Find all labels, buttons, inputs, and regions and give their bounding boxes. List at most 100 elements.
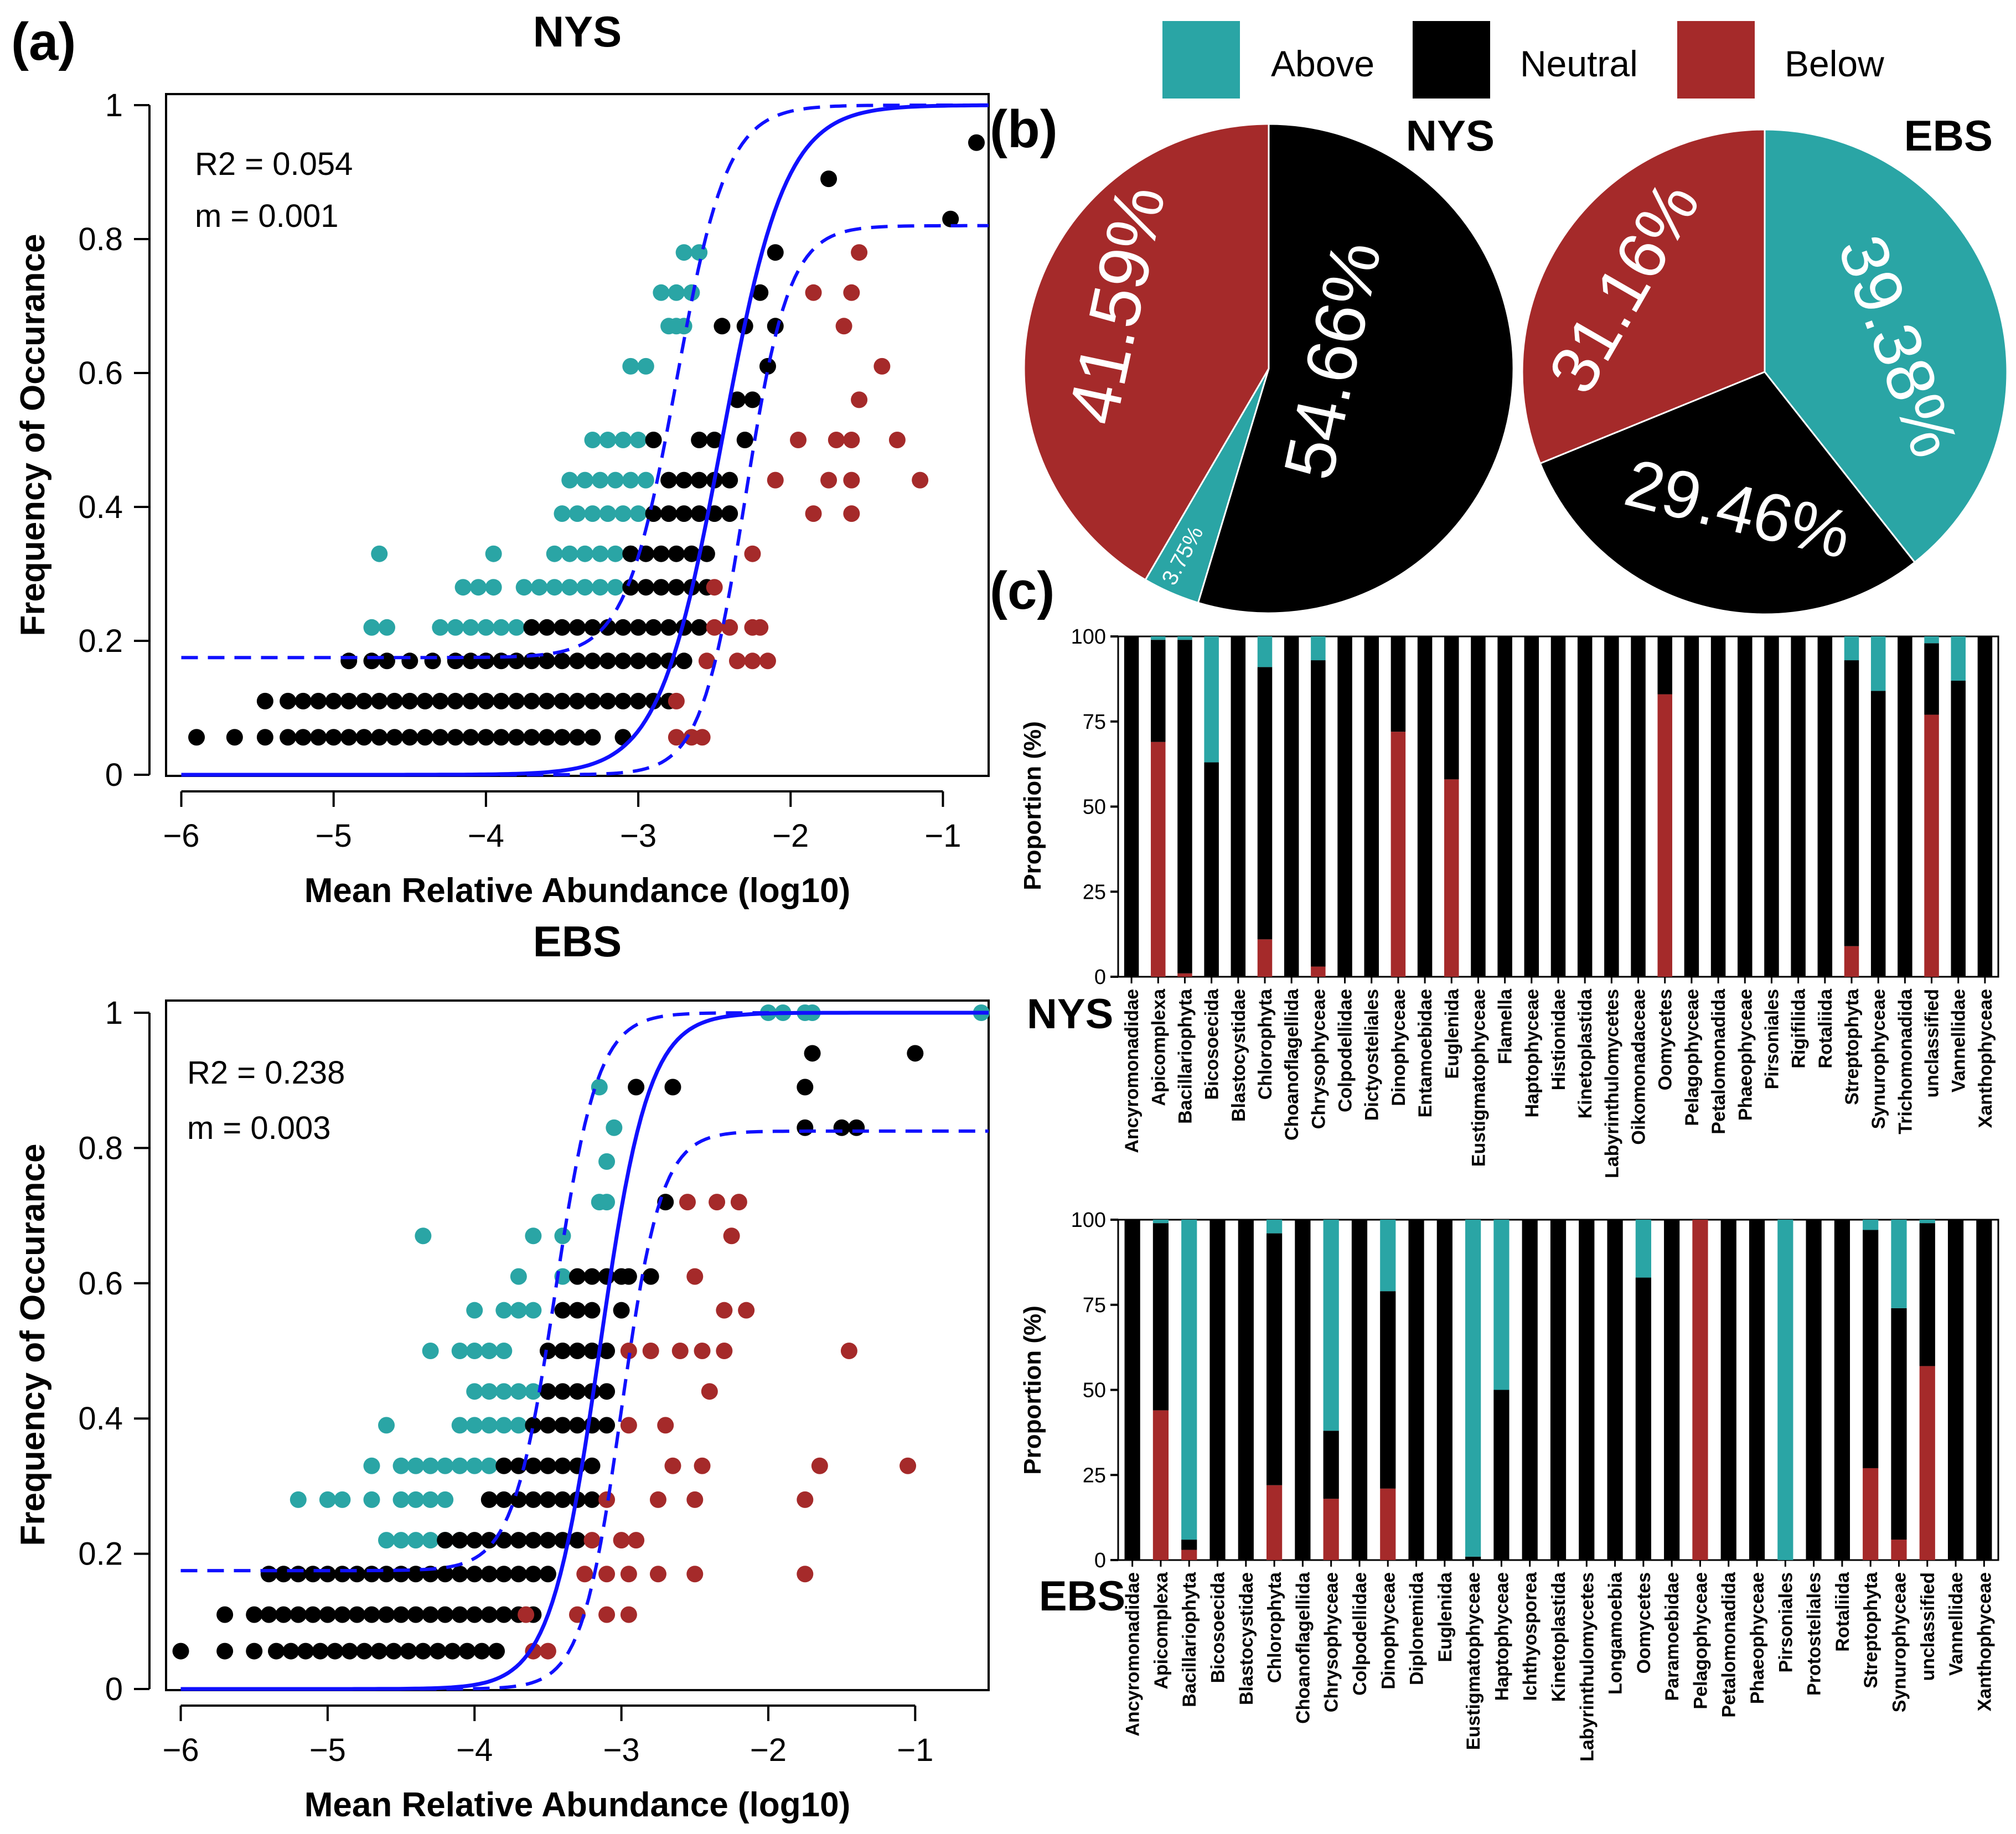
scatter-ebs-point-below [628, 1532, 645, 1549]
bars-ebs-ylabel: Proportion (%) [1019, 1305, 1046, 1475]
scatter-ebs-point-above [495, 1383, 513, 1400]
pie-nys-slice [1023, 123, 1270, 581]
scatter-ebs-xtick-label: −4 [456, 1732, 493, 1768]
scatter-nys-point-above [592, 545, 609, 562]
scatter-nys-point-below [828, 432, 845, 448]
scatter-nys-point-above [576, 545, 593, 562]
bars-ebs-category-label: Pirsoniales [1775, 1572, 1796, 1672]
scatter-ebs-point-neutral [554, 1417, 571, 1434]
scatter-nys-point-neutral [630, 692, 647, 709]
scatter-ebs-point-above [437, 1491, 454, 1508]
bars-ebs-bar-below [1891, 1540, 1907, 1560]
scatter-ebs-point-neutral [260, 1606, 277, 1623]
scatter-nys-point-neutral [630, 652, 647, 670]
scatter-ebs-point-below [583, 1532, 601, 1549]
bars-nys-ytick-label: 100 [1071, 625, 1106, 649]
scatter-nys-point-neutral [538, 652, 555, 670]
bars-ebs-category-label: Phaeophyceae [1747, 1572, 1768, 1704]
bars-ebs-ytick-label: 75 [1083, 1294, 1106, 1317]
bars-ebs-bar-neutral [1664, 1220, 1680, 1560]
bars-ebs-category-label: Vannellidae [1946, 1572, 1967, 1676]
bars-ebs: EBS Proportion (%) 0 25 50 75 100 Ancyromonad… [1019, 1209, 1999, 1762]
scatter-nys-ytick-label: 0 [105, 757, 123, 793]
scatter-ebs-point-neutral [246, 1643, 263, 1660]
scatter-nys-point-neutral [614, 619, 632, 636]
scatter-ebs-point-above [392, 1491, 410, 1508]
scatter-ebs-point-neutral [848, 1119, 865, 1136]
scatter-ebs-point-neutral [833, 1119, 850, 1136]
scatter-nys-point-neutral [584, 652, 601, 670]
scatter-ebs: EBS R2 = 0.238 m = 0.003 Mean Relative A… [14, 917, 990, 1824]
scatter-ebs-point-below [900, 1457, 917, 1474]
scatter-nys-ylabel: Frequency of Occurance [14, 234, 52, 636]
bars-ebs-bar-neutral [1749, 1220, 1765, 1560]
bars-nys-category-label: Dinophyceae [1388, 989, 1409, 1106]
scatter-ebs-point-neutral [598, 1343, 616, 1359]
bars-nys-bar-neutral [1684, 636, 1699, 977]
scatter-nys-point-neutral [447, 652, 464, 670]
scatter-nys-point-above [363, 619, 380, 636]
scatter-ebs-xtick-label: −1 [897, 1732, 933, 1768]
bars-ebs-category-label: unclassified [1917, 1572, 1939, 1681]
bars-nys-category-label: Streptophyta [1842, 988, 1863, 1105]
bars-ebs-bar-neutral [1181, 1540, 1197, 1550]
legend-label-neutral: Neutral [1520, 43, 1638, 84]
bars-nys-bar-below [1390, 732, 1406, 977]
bars-nys-bar-above [1151, 636, 1166, 640]
scatter-ebs-point-neutral [583, 1268, 601, 1285]
scatter-nys-point-above [546, 545, 563, 562]
scatter-nys-point-neutral [280, 692, 297, 709]
bars-nys-bar-below [1844, 946, 1859, 977]
scatter-ebs-point-above [378, 1417, 395, 1434]
scatter-ebs-point-below [701, 1383, 718, 1400]
bars-ebs-category-label: Ichthyosporea [1520, 1572, 1541, 1701]
bars-nys-category-label: Chlorophyta [1255, 988, 1276, 1100]
scatter-ebs-point-neutral [613, 1302, 630, 1319]
scatter-nys-point-neutral [767, 244, 784, 261]
bars-nys-ytick-label: 0 [1094, 966, 1106, 989]
scatter-nys-point-above [675, 244, 692, 261]
bars-ebs-bar-neutral [1607, 1220, 1623, 1560]
bars-nys-bar-below [1257, 939, 1273, 977]
scatter-ebs-point-neutral [451, 1606, 468, 1623]
scatter-ebs-point-neutral [539, 1491, 556, 1508]
scatter-nys-point-neutral [599, 619, 617, 636]
scatter-ebs-point-neutral [569, 1417, 586, 1434]
pie-nys-slice [1197, 123, 1514, 614]
scatter-ebs-point-neutral [539, 1383, 556, 1400]
bars-ebs-category-label: Kinetoplastida [1548, 1572, 1569, 1702]
scatter-nys-ytick-label: 0.2 [78, 623, 123, 659]
bars-nys-bar-below [1657, 694, 1672, 977]
bars-nys-bar-neutral [1151, 640, 1166, 742]
scatter-nys-point-neutral [508, 692, 525, 709]
scatter-nys-xtick-label: −4 [468, 818, 504, 854]
scatter-ebs-point-neutral [341, 1643, 358, 1660]
bars-nys-category-label: Phaeophyceae [1735, 989, 1756, 1121]
bars-ebs-bar-neutral [1436, 1220, 1452, 1560]
scatter-ebs-point-neutral [569, 1302, 586, 1319]
scatter-ebs-point-neutral [525, 1457, 542, 1474]
scatter-ebs-point-above [437, 1457, 454, 1474]
scatter-nys-point-above [637, 472, 654, 489]
scatter-ebs-point-above [407, 1457, 425, 1474]
scatter-nys-point-neutral [698, 545, 715, 562]
bars-nys-category-label: Haptophyceae [1522, 989, 1543, 1117]
scatter-nys-m: m = 0.001 [195, 198, 339, 234]
bars-nys-bar-neutral [1124, 636, 1139, 977]
scatter-ebs-xtick-label: −6 [162, 1732, 199, 1768]
scatter-nys-point-neutral [538, 619, 555, 636]
scatter-nys-point-neutral [942, 210, 959, 227]
scatter-nys-point-below [843, 284, 860, 301]
scatter-ebs-point-below [613, 1532, 630, 1549]
scatter-nys-point-neutral [675, 505, 692, 522]
scatter-ebs-point-below [694, 1457, 711, 1474]
scatter-ebs-point-neutral [569, 1268, 586, 1285]
bars-nys-bar-above [1204, 636, 1219, 763]
scatter-nys-point-neutral [660, 472, 678, 489]
scatter-nys-point-neutral [280, 729, 297, 746]
scatter-nys-point-neutral [599, 652, 617, 670]
bars-nys-category-label: Petalomonadida [1708, 988, 1729, 1134]
bars-ebs-bar-neutral [1209, 1220, 1226, 1560]
scatter-ebs-point-neutral [569, 1532, 586, 1549]
scatter-ebs-point-above [415, 1227, 432, 1245]
